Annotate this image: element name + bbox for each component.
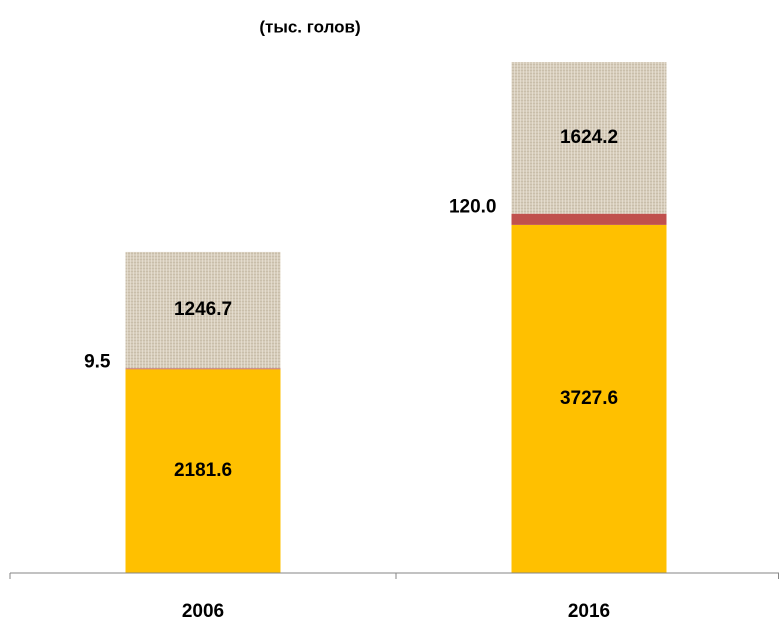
data-label: 1246.7 (174, 299, 232, 320)
x-tick-label: 2016 (568, 601, 610, 622)
texture (511, 62, 667, 214)
chart-title: (тыс. голов) (259, 17, 360, 36)
bar-segment (511, 224, 667, 573)
bar-segment (511, 213, 667, 225)
bar-segment (125, 369, 281, 573)
x-tick-label: 2006 (182, 601, 224, 622)
data-label: 2181.6 (174, 460, 232, 481)
data-label: 9.5 (84, 351, 111, 372)
data-label: 3727.6 (560, 388, 618, 409)
bar-segment (125, 368, 281, 370)
texture (125, 251, 281, 369)
data-label: 120.0 (449, 197, 497, 218)
data-label: 1624.2 (560, 127, 618, 148)
